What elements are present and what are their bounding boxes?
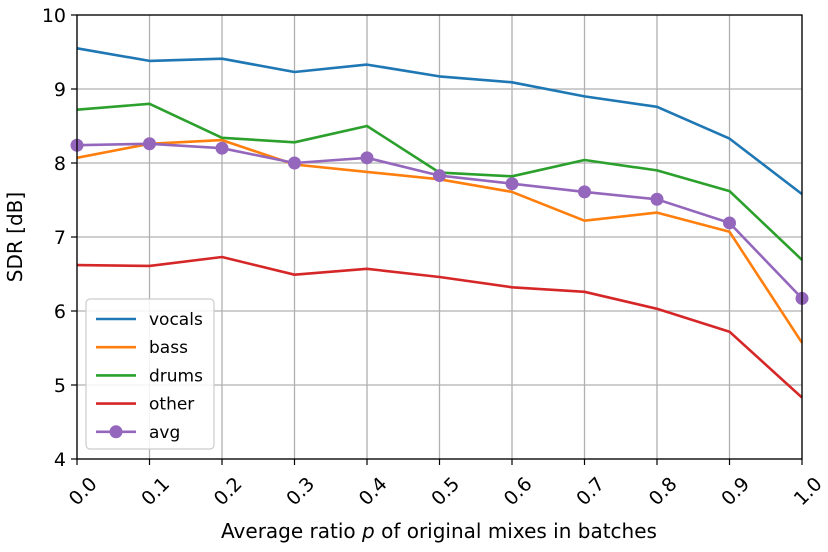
legend-label-avg: avg	[149, 423, 180, 443]
data-point-avg	[433, 169, 446, 183]
data-point-avg	[288, 156, 301, 170]
x-tick-label: 0.7	[572, 473, 609, 510]
series-line-vocals	[76, 47, 803, 196]
x-tick-label: 0.2	[210, 473, 247, 510]
x-tick-label: 1.0	[790, 473, 827, 510]
y-tick-label: 7	[54, 227, 66, 249]
x-tick-label: 0.4	[355, 473, 392, 510]
data-point-avg	[723, 216, 736, 230]
x-tick-label: 0.5	[427, 473, 464, 510]
x-axis-label: Average ratio p of original mixes in bat…	[221, 519, 657, 543]
y-tick-label: 5	[54, 375, 66, 397]
y-tick-label: 4	[54, 449, 66, 471]
data-point-avg	[360, 151, 374, 165]
y-axis-label: SDR [dB]	[3, 192, 27, 282]
x-tick-label: 0.9	[717, 473, 754, 510]
data-point-avg	[505, 177, 519, 191]
series-layer	[70, 47, 809, 399]
series-line-other	[76, 255, 803, 399]
y-tick-label: 9	[54, 79, 66, 101]
x-tick-label: 0.1	[137, 473, 174, 510]
y-tick-label: 8	[54, 153, 66, 175]
data-point-avg	[650, 192, 664, 206]
legend-label-other: other	[149, 395, 194, 415]
x-tick-label: 0.8	[645, 473, 682, 510]
legend-label-drums: drums	[149, 366, 203, 386]
legend-label-vocals: vocals	[149, 310, 203, 330]
y-tick-label: 10	[42, 5, 66, 27]
x-tick-label: 0.6	[500, 473, 537, 510]
x-tick-label: 0.0	[65, 473, 102, 510]
legend-label-bass: bass	[149, 338, 188, 358]
x-tick-label: 0.3	[282, 473, 319, 510]
legend-box	[85, 298, 215, 450]
data-point-avg	[215, 141, 229, 155]
data-point-avg	[143, 137, 156, 151]
legend: vocals bass drums other avg	[85, 298, 215, 450]
y-tick-label: 6	[54, 301, 66, 323]
legend-marker-avg	[109, 425, 123, 439]
data-point-avg	[578, 185, 591, 199]
